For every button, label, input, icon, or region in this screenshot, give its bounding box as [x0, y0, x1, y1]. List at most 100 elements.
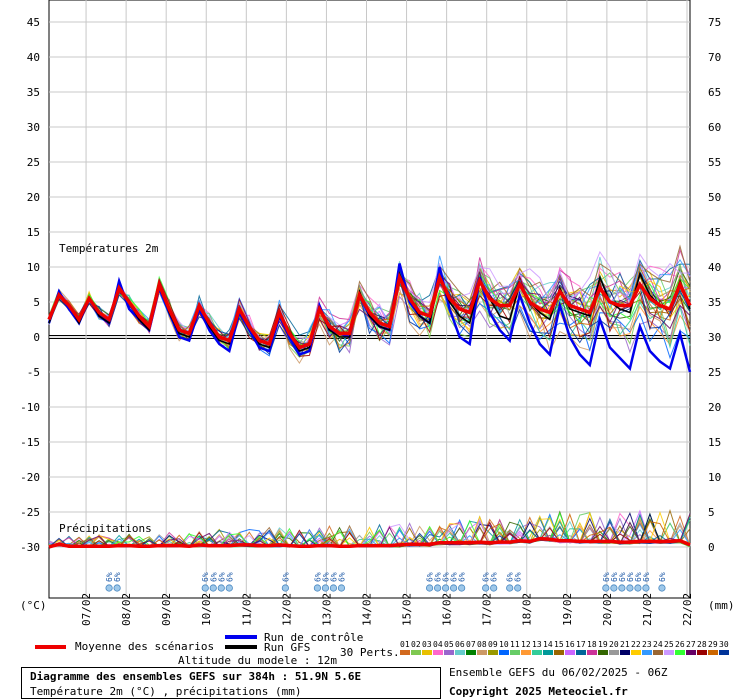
snow-flake-marker — [201, 584, 209, 592]
snow-flake-marker — [658, 584, 666, 592]
snow-markers: 6% 6% 6% 6% 6% 6% 6% 6% 6% 6% 6% 6% 6% 6% 6% 6% 6% 6% 6% 6%… — [105, 572, 667, 592]
perturbation-id-label: 02 — [411, 640, 421, 649]
snow-prob-label: 6% — [321, 572, 330, 582]
perturbation-color-swatch — [499, 650, 509, 655]
annotation-temperature: Températures 2m — [59, 242, 159, 255]
temp-tick-label: 30 — [27, 121, 40, 134]
temp-tick-label: -10 — [20, 401, 40, 414]
precip-tick-label: 55 — [708, 156, 721, 169]
snow-prob-label: 6% — [209, 572, 218, 582]
perturbation-id-label: 17 — [576, 640, 586, 649]
perturbation-id-label: 13 — [532, 640, 542, 649]
temp-tick-label: -25 — [20, 506, 40, 519]
perturbation-id-label: 30 — [719, 640, 729, 649]
date-label: 07/02 — [80, 593, 93, 626]
perturbation-color-swatch — [598, 650, 608, 655]
snow-prob-label: 6% — [642, 572, 651, 582]
perturbation-id-label: 01 — [400, 640, 410, 649]
precip-axis-unit: (mm) — [708, 599, 735, 612]
date-label: 19/02 — [561, 593, 574, 626]
temp-tick-label: 0 — [33, 331, 40, 344]
perturbation-color-swatch — [532, 650, 542, 655]
perturbation-color-swatch — [631, 650, 641, 655]
main-series — [47, 263, 692, 549]
snow-prob-label: 6% — [482, 572, 491, 582]
legend-control-label: Run de contrôle — [264, 631, 364, 644]
snow-flake-marker — [634, 584, 642, 592]
date-label: 18/02 — [521, 593, 534, 626]
perturbation-id-label: 27 — [686, 640, 696, 649]
snow-prob-label: 6% — [610, 572, 619, 582]
perturbation-id-label: 11 — [510, 640, 520, 649]
perturbation-id-label: 15 — [554, 640, 564, 649]
snow-flake-marker — [113, 584, 121, 592]
perturbation-id-label: 10 — [499, 640, 509, 649]
date-label: 12/02 — [280, 593, 293, 626]
precip-tick-label: 0 — [708, 541, 715, 554]
precip-tick-label: 70 — [708, 51, 721, 64]
perturbation-color-swatch — [433, 650, 443, 655]
precip-tick-label: 5 — [708, 506, 715, 519]
snow-prob-label: 6% — [458, 572, 467, 582]
footer-title-box — [21, 667, 441, 699]
model-altitude: Altitude du modele : 12m — [178, 654, 337, 667]
perturbation-id-label: 19 — [598, 640, 608, 649]
snow-flake-marker — [209, 584, 217, 592]
snow-flake-marker — [225, 584, 233, 592]
footer-run: Ensemble GEFS du 06/02/2025 - 06Z — [449, 666, 668, 679]
perturbation-color-swatch — [587, 650, 597, 655]
date-label: 16/02 — [441, 593, 454, 626]
perturbation-color-swatch — [686, 650, 696, 655]
snow-flake-marker — [482, 584, 490, 592]
snow-flake-marker — [610, 584, 618, 592]
date-label: 20/02 — [601, 593, 614, 626]
snow-flake-marker — [313, 584, 322, 592]
perturbation-color-swatch — [444, 650, 454, 655]
legend: 01 02 03 04 05 06 07 08 09 10 11 12 13 14 15 16 17 18 19 20… — [35, 635, 729, 655]
perturbation-id-label: 25 — [664, 640, 674, 649]
date-label: 11/02 — [240, 593, 253, 626]
temp-axis-unit: (°C) — [20, 599, 47, 612]
snow-flake-marker — [514, 584, 522, 592]
perturbation-color-swatch — [400, 650, 410, 655]
snow-prob-label: 6% — [634, 572, 643, 582]
snow-flake-marker — [458, 584, 466, 592]
date-label: 09/02 — [160, 593, 173, 626]
snow-flake-marker — [321, 584, 330, 592]
date-label: 10/02 — [200, 593, 213, 626]
perturbation-color-swatch — [466, 650, 476, 655]
perturbation-id-label: 20 — [609, 640, 619, 649]
precip-tick-label: 30 — [708, 331, 721, 344]
date-label: 21/02 — [641, 593, 654, 626]
snow-flake-marker — [450, 584, 458, 592]
snow-prob-label: 6% — [217, 572, 226, 582]
perturbation-color-swatch — [653, 650, 663, 655]
precip-tick-label: 50 — [708, 191, 721, 204]
perturbation-id-label: 21 — [620, 640, 630, 649]
perturbation-id-label: 05 — [444, 640, 454, 649]
snow-prob-label: 6% — [626, 572, 635, 582]
temp-tick-label: 5 — [33, 296, 40, 309]
annotation-precipitation: Précipitations — [59, 522, 152, 535]
footer-subtitle: Température 2m (°C) , précipitations (mm… — [30, 685, 302, 698]
perturbation-color-swatch — [609, 650, 619, 655]
perturbation-color-swatch — [488, 650, 498, 655]
snow-prob-label: 6% — [105, 572, 114, 582]
precip-tick-label: 45 — [708, 226, 721, 239]
perturbation-id-label: 09 — [488, 640, 498, 649]
snow-prob-label: 6% — [329, 572, 338, 582]
perturbation-id-label: 14 — [543, 640, 553, 649]
perturbation-color-swatch — [510, 650, 520, 655]
perturbation-color-swatch — [543, 650, 553, 655]
snow-prob-label: 6% — [281, 572, 290, 582]
snow-flake-marker — [105, 584, 113, 592]
perturbation-color-swatch — [422, 650, 432, 655]
date-label: 08/02 — [120, 593, 133, 626]
perturbation-color-swatch — [708, 650, 718, 655]
precip-tick-label: 25 — [708, 366, 721, 379]
perturbation-color-swatch — [675, 650, 685, 655]
legend-gfs-label: Run GFS — [264, 641, 311, 654]
temp-tick-label: -30 — [20, 541, 40, 554]
precip-tick-label: 20 — [708, 401, 721, 414]
